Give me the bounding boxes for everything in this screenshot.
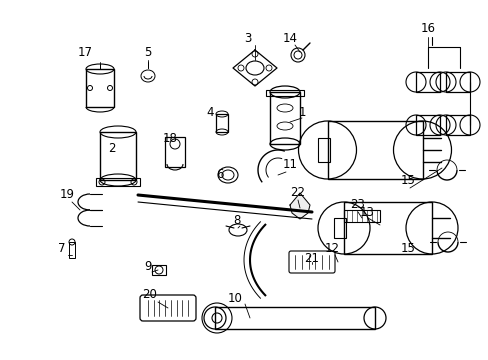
Text: 16: 16 xyxy=(420,22,435,35)
Text: 9: 9 xyxy=(144,261,151,274)
Text: 5: 5 xyxy=(144,45,151,58)
Text: 15: 15 xyxy=(400,242,415,255)
Text: 1: 1 xyxy=(298,105,305,118)
Text: 13: 13 xyxy=(359,206,374,219)
Bar xyxy=(317,138,329,162)
Text: 15: 15 xyxy=(400,174,415,186)
Text: 17: 17 xyxy=(77,45,92,58)
Bar xyxy=(445,72,469,92)
Bar xyxy=(445,115,469,135)
Text: 3: 3 xyxy=(244,31,251,45)
Bar xyxy=(415,72,439,92)
Bar xyxy=(100,132,136,180)
Bar xyxy=(152,265,165,275)
Text: 23: 23 xyxy=(350,198,365,211)
Text: 20: 20 xyxy=(142,288,157,302)
Text: 2: 2 xyxy=(108,141,116,154)
Bar xyxy=(216,114,227,132)
Bar xyxy=(415,115,439,135)
Bar xyxy=(96,178,140,186)
Bar xyxy=(86,69,114,107)
Text: 8: 8 xyxy=(233,213,240,226)
Bar xyxy=(265,90,304,96)
Bar xyxy=(327,121,422,179)
Text: 18: 18 xyxy=(162,131,177,144)
Text: 22: 22 xyxy=(290,186,305,199)
Text: 6: 6 xyxy=(216,167,224,180)
Bar xyxy=(269,92,299,144)
Polygon shape xyxy=(289,193,309,219)
Text: 7: 7 xyxy=(58,242,65,255)
Text: 21: 21 xyxy=(304,252,319,265)
Text: 10: 10 xyxy=(227,292,242,305)
Text: 12: 12 xyxy=(324,242,339,255)
Text: 4: 4 xyxy=(206,107,213,120)
Text: 11: 11 xyxy=(282,158,297,171)
Bar xyxy=(333,218,346,238)
Bar xyxy=(343,202,431,254)
Bar xyxy=(164,137,184,167)
Bar xyxy=(215,307,374,329)
Text: 14: 14 xyxy=(282,31,297,45)
Bar xyxy=(69,242,75,258)
Bar xyxy=(343,210,379,222)
Text: 19: 19 xyxy=(60,189,74,202)
